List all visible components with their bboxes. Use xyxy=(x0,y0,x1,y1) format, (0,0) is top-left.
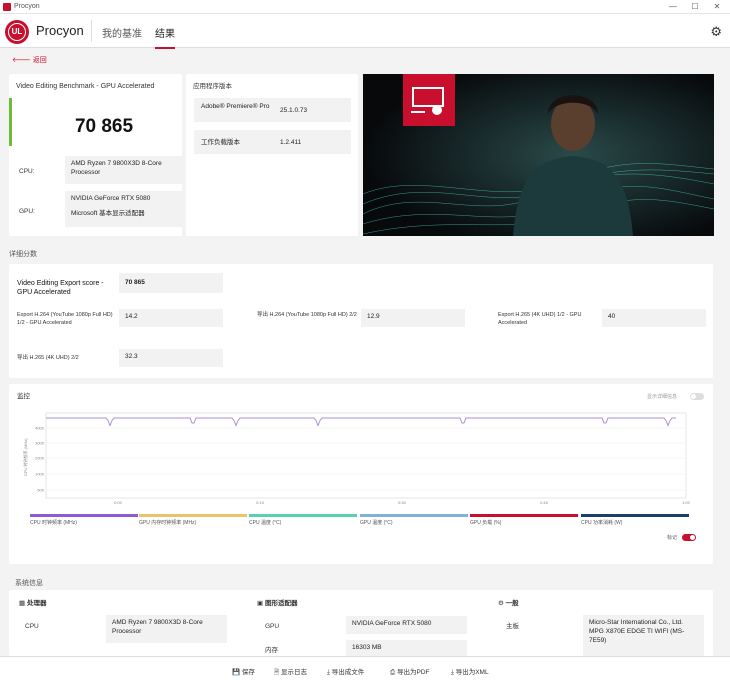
legend-swatch xyxy=(249,514,357,517)
sys-board-label: 主板 xyxy=(506,623,519,630)
x-tick-label: 0:30 xyxy=(398,500,407,505)
detail-item-label: 导出 H.265 (4K UHD) 2/2 xyxy=(17,355,79,361)
monitor-details-label: 显示详细信息 xyxy=(647,394,678,400)
legend-swatch xyxy=(30,514,138,517)
back-link[interactable]: 🡐 返回 xyxy=(12,57,47,64)
legend-swatch xyxy=(470,514,578,517)
sys-board-value: Micro-Star International Co., Ltd. MPG X… xyxy=(583,615,704,656)
chart-ticks: 4000 3000 2000 1000 500 0:00 0:15 0:30 0:45 1:00 xyxy=(35,426,691,506)
sys-mem-value: 16303 MB xyxy=(346,640,467,656)
legend-entry[interactable]: CPU 温度 (°C) xyxy=(249,520,282,526)
sys-gpu-value: NVIDIA GeForce RTX 5080 xyxy=(346,616,467,634)
details-toggle[interactable] xyxy=(690,393,704,400)
minimize-icon[interactable]: — xyxy=(669,2,677,11)
monitor-title: 监控 xyxy=(17,393,30,400)
x-tick-label: 1:00 xyxy=(682,500,691,505)
footer-bar: 💾 保存 🗎 显示日志 ⤓ 导出成文件 ⎙ 导出为PDF ⤓ 导出为XML xyxy=(0,656,730,684)
export-pdf-button[interactable]: ⎙ 导出为PDF xyxy=(390,669,430,676)
x-tick-label: 0:00 xyxy=(114,500,123,505)
header-divider xyxy=(91,20,92,42)
legend-swatch xyxy=(360,514,468,517)
cpu-label: CPU: xyxy=(19,168,35,175)
x-tick-label: 0:45 xyxy=(540,500,549,505)
benchmark-title: Video Editing Benchmark - GPU Accelerate… xyxy=(16,83,155,90)
y-tick-label: 3000 xyxy=(35,441,45,446)
y-tick-label: 500 xyxy=(37,488,44,493)
y-tick-label: 1000 xyxy=(35,472,45,477)
chart-grid xyxy=(45,412,687,499)
y-tick-label: 2000 xyxy=(35,456,45,461)
ul-logo: UL xyxy=(5,20,29,44)
overall-score: 70 865 xyxy=(74,116,134,137)
gpu-value: NVIDIA GeForce RTX 5080 Microsoft 基本显示适配… xyxy=(65,191,183,227)
maximize-icon[interactable]: ☐ xyxy=(691,2,699,11)
detail-item-label: Export H.264 (YouTube 1080p Full HD) 1/2… xyxy=(17,312,113,326)
detail-item-label: 导出 H.264 (YouTube 1080p Full HD) 2/2 xyxy=(257,312,357,318)
cpu-clock-series xyxy=(46,417,676,427)
detail-card: Video Editing Export score - GPU Acceler… xyxy=(9,264,713,378)
y-tick-label: 4000 xyxy=(35,426,45,431)
detail-section-title: 详细分数 xyxy=(9,251,37,258)
app-version-card: 应用程序版本 Adobe® Premiere® Pro 25.1.0.73 工作… xyxy=(186,74,358,236)
sys-gpu-label: GPU xyxy=(265,623,280,630)
sys-mem-label: 内存 xyxy=(265,647,278,654)
sys-cpu-value: AMD Ryzen 7 9800X3D 8-Core Processor xyxy=(106,615,227,643)
close-icon[interactable]: ✕ xyxy=(713,2,721,11)
marker-label: 标记 xyxy=(666,535,677,541)
cpu-value: AMD Ryzen 7 9800X3D 8-Core Processor xyxy=(65,156,183,184)
general-section-heading: ⚙ 一般 xyxy=(498,600,519,607)
gpu-label: GPU: xyxy=(19,208,35,215)
export-folder-button[interactable]: ⤓ 导出成文件 xyxy=(327,669,365,676)
brand-name: Procyon xyxy=(36,23,84,38)
app-header: UL Procyon 我的基准 结果 ⚙ xyxy=(0,14,730,49)
sysinfo-section-title: 系统信息 xyxy=(15,580,43,587)
tab-my-benchmarks[interactable]: 我的基准 xyxy=(102,29,142,40)
detail-main-value: 70 865 xyxy=(119,273,223,293)
legend-entry[interactable]: CPU 功率消耗 (W) xyxy=(581,520,623,526)
show-log-button[interactable]: 🗎 显示日志 xyxy=(274,669,308,676)
hero-image xyxy=(363,74,714,236)
window-titlebar: Procyon — ☐ ✕ xyxy=(0,0,730,14)
legend-swatch xyxy=(139,514,247,517)
detail-item-value: 40 xyxy=(602,309,706,327)
legend-entry[interactable]: GPU 负载 (%) xyxy=(470,520,502,526)
save-button[interactable]: 💾 保存 xyxy=(232,669,255,676)
app-version-title: 应用程序版本 xyxy=(193,83,232,90)
detail-item-value: 12.9 xyxy=(361,309,465,327)
marker-toggle[interactable] xyxy=(682,534,696,541)
detail-item-value: 14.2 xyxy=(119,309,223,327)
score-indicator xyxy=(9,98,12,146)
score-card: Video Editing Benchmark - GPU Accelerate… xyxy=(9,74,183,236)
detail-item-label: Export H.265 (4K UHD) 1/2 - GPU Accelera… xyxy=(498,312,582,326)
detail-item-value: 32.3 xyxy=(119,349,223,367)
cpu-section-heading: ▦ 处理器 xyxy=(19,600,47,607)
legend-swatch xyxy=(581,514,689,517)
sysinfo-card: ▦ 处理器 CPU AMD Ryzen 7 9800X3D 8-Core Pro… xyxy=(9,590,713,656)
app-version-row: Adobe® Premiere® Pro 25.1.0.73 xyxy=(194,98,351,122)
gpu-section-heading: ▣ 图形适配器 xyxy=(257,600,298,607)
app-version-row: 工作负载版本 1.2.411 xyxy=(194,130,351,154)
legend-entry[interactable]: GPU 温度 (°C) xyxy=(360,520,393,526)
x-tick-label: 0:15 xyxy=(256,500,265,505)
chart-frame xyxy=(45,412,687,499)
detail-main-label: Video Editing Export score - GPU Acceler… xyxy=(17,280,104,296)
app-icon xyxy=(3,3,11,11)
sys-cpu-label: CPU xyxy=(25,623,39,630)
gear-icon[interactable]: ⚙ xyxy=(710,24,722,39)
y-axis-label: CPU 时钟频率 (MHz) xyxy=(22,438,28,476)
window-title: Procyon xyxy=(14,3,40,10)
legend-entry[interactable]: CPU 时钟频率 (MHz) xyxy=(30,520,77,526)
tab-results[interactable]: 结果 xyxy=(155,25,175,49)
legend-entry[interactable]: GPU 内存时钟频率 (MHz) xyxy=(139,520,197,526)
export-xml-button[interactable]: ⤓ 导出为XML xyxy=(451,669,489,676)
